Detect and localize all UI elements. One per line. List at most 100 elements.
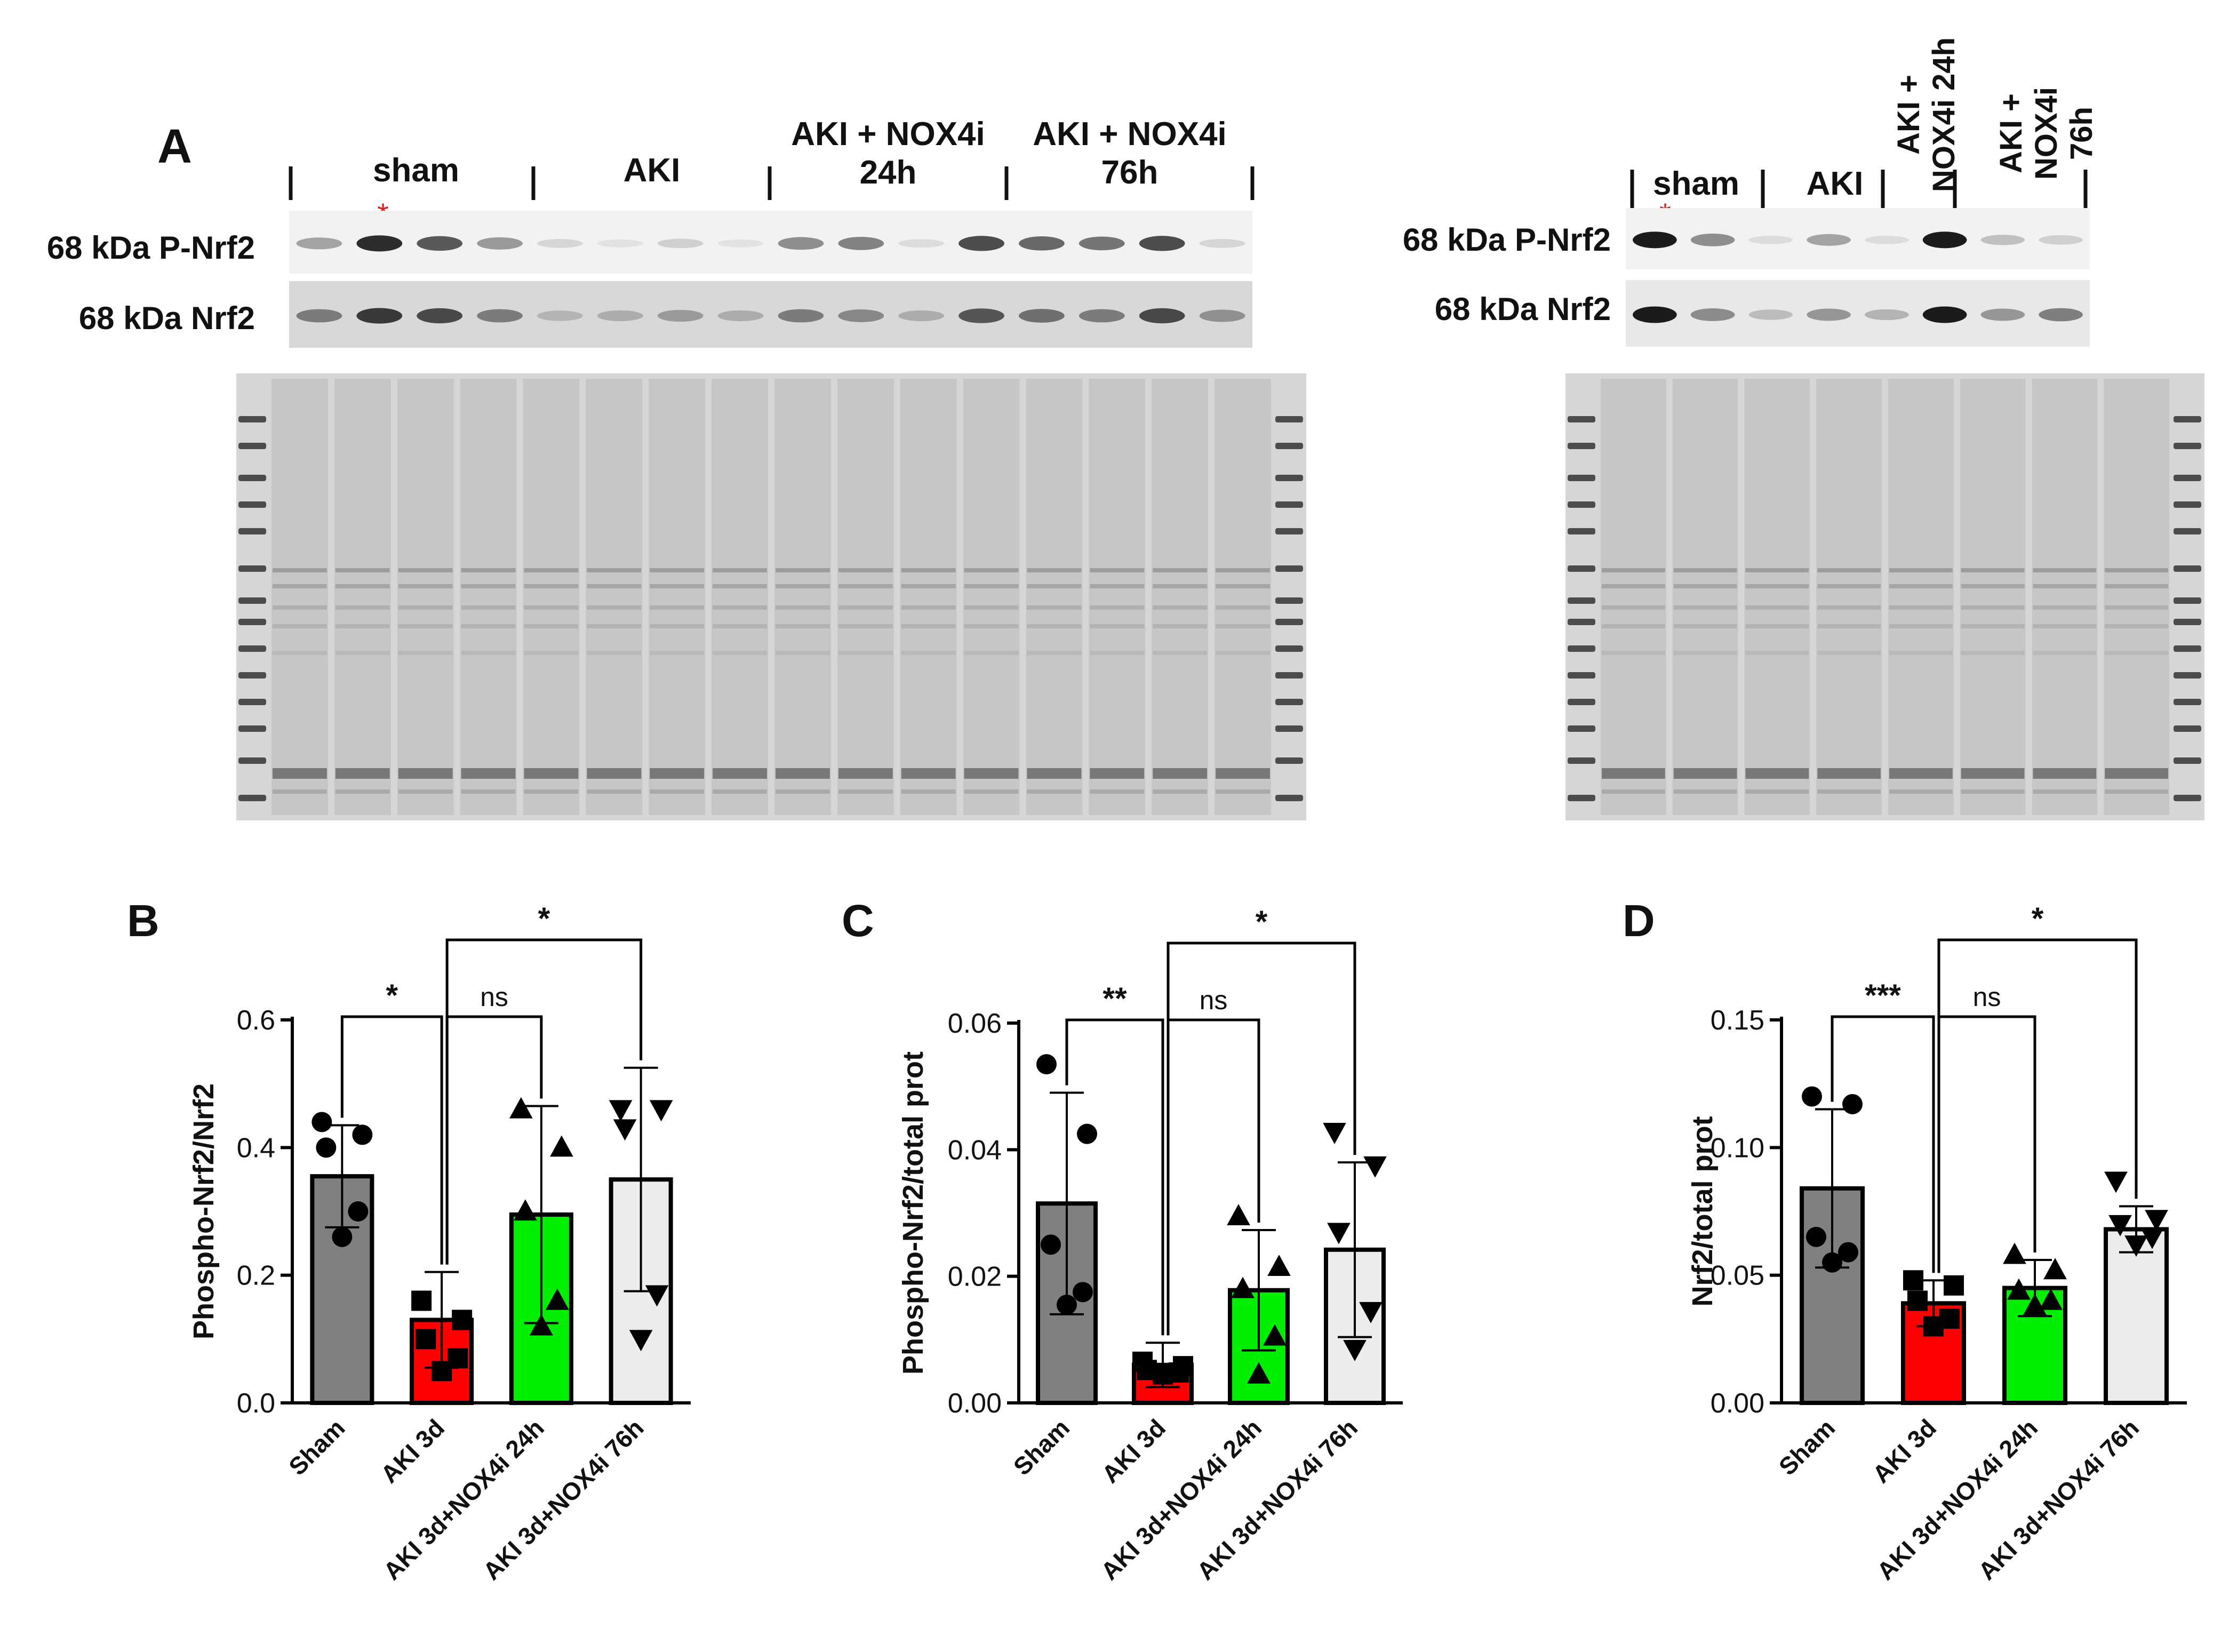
gel-right-protein-band [1745,624,1809,628]
gel-left-protein-band [1027,605,1082,610]
gel-left-protein-band [650,651,705,655]
gel-right-protein-band [1745,605,1809,610]
gel-left-protein-band [587,789,642,794]
gel-left-protein-band [650,789,705,794]
chart-c-data-point [1267,1255,1291,1276]
gel-left-lane [1026,379,1083,815]
gel-left-protein-band [776,651,830,655]
blot-right-nrf2-strip-band [1865,309,1909,321]
gel-left-protein-band [1090,584,1145,588]
blot-left-p-nrf2-strip-band [838,236,884,250]
gel-left-protein-band [838,568,893,572]
gel-left-lane [397,379,454,815]
chart-d-significance-bracket [1937,1015,2036,1273]
chart-d-data-point [1838,1242,1858,1263]
gel-right-protein-band [1745,568,1809,572]
blot-right-p-nrf2-strip-band [1807,234,1851,246]
chart-b-significance-bracket [445,938,643,1265]
gel-left-protein-band [524,584,579,588]
chart-d-significance-bracket [1831,1015,1935,1273]
chart-c-y-axis-label: Phospho-Nrf2/total prot [897,1051,929,1375]
blot-left-row-label-p-nrf2: 68 kDa P-Nrf2 [47,230,255,266]
blot-left-p-nrf2-strip-band [958,236,1004,251]
gel-left-protein-band [1153,605,1208,610]
blot-right-group-label-sham-group: sham [1653,165,1739,202]
chart-c-y-tick-label: 0.04 [948,1135,1002,1166]
gel-left-lane [1152,379,1209,815]
gel-left-protein-band [1090,624,1145,628]
chart-c-data-point [1077,1123,1097,1144]
gel-right-ladder-mark [1568,757,1595,764]
gel-left-background [236,373,1306,820]
gel-left-protein-band [273,568,327,572]
gel-right-protein-band [1889,624,1953,628]
gel-left-protein-band [587,651,642,655]
gel-left-protein-band [335,768,390,779]
gel-left-protein-band [524,768,579,779]
chart-c-category-label: AKI 3d [1096,1414,1171,1488]
blot-right-group-label-nox76: AKI + [1994,93,2028,173]
chart-b-significance-label: * [538,901,550,936]
blot-right-p-nrf2-strip-band [1865,235,1909,244]
chart-b-y-axis-label: Phospho-Nrf2/Nrf2 [188,1083,220,1339]
chart-b-data-point [629,1330,653,1352]
gel-right-protein-band [1745,584,1809,588]
blot-left-p-nrf2-strip-band [417,236,463,251]
gel-left-protein-band [964,605,1019,610]
gel-left-protein-band [587,624,642,628]
gel-right-ladder-mark [1568,475,1595,481]
gel-right-ladder-mark [2174,443,2201,449]
blot-left-nrf2-strip-band [1019,309,1065,323]
gel-right-protein-band [1961,768,2025,779]
gel-right-protein-band [1602,584,1665,588]
blot-left-p-nrf2-strip-band [657,238,704,249]
gel-left-ladder-mark [1275,645,1303,652]
blot-right-row-label-p-nrf2: 68 kDa P-Nrf2 [1403,222,1611,258]
gel-left-protein-band [398,605,453,610]
chart-c-data-point [1323,1123,1346,1144]
blot-right-group-label-nox24: AKI + [1891,75,1926,155]
chart-c-data-point [1263,1324,1287,1346]
gel-left-ladder-mark [1275,757,1303,764]
gel-left-lane [1215,379,1271,815]
blot-left-nrf2-strip-band [778,309,824,323]
gel-right-ladder-mark [2174,699,2201,705]
gel-left-protein-band [650,605,705,610]
chart-c-data-point [1359,1302,1383,1323]
gel-left-lane [523,379,580,815]
gel-right-ladder-mark [1568,597,1595,604]
gel-right-protein-band [1961,584,2025,588]
chart-c-data-point [1057,1295,1077,1315]
gel-right-protein-band [1817,624,1881,628]
gel-left-ladder-mark [238,416,266,422]
gel-left-lane [460,379,517,815]
gel-left-protein-band [1153,624,1208,628]
gel-left-ladder-mark [1275,475,1303,481]
gel-right-protein-band [2033,789,2097,794]
gel-left-protein-band [461,568,516,572]
gel-left-protein-band [1027,768,1082,779]
gel-left-protein-band [650,568,705,572]
gel-left-ladder-mark [1275,501,1303,508]
chart-c-significance-label: ns [1200,985,1228,1015]
gel-left-protein-band [650,624,705,628]
gel-left-protein-band [273,768,327,779]
chart-c-data-point [1247,1362,1271,1384]
gel-left-lane [963,379,1020,815]
gel-left-lane [649,379,706,815]
chart-b-y-tick-label: 0.4 [237,1132,275,1163]
gel-left-ladder-mark [238,619,266,625]
gel-left-protein-band [964,768,1019,779]
chart-c-data-point [1327,1223,1351,1244]
gel-right-ladder-mark [2174,416,2201,422]
chart-d-data-point [2108,1215,2132,1236]
panel-letter-c: C [842,896,874,946]
gel-right-lane [1888,379,1954,815]
chart-c-data-point [1073,1282,1093,1303]
gel-left-protein-band [335,651,390,655]
gel-left-protein-band [964,651,1019,655]
chart-d-data-point [1806,1226,1826,1247]
gel-left-protein-band [398,651,453,655]
gel-right-ladder-mark [2174,475,2201,481]
gel-left-ladder-mark [238,645,266,652]
